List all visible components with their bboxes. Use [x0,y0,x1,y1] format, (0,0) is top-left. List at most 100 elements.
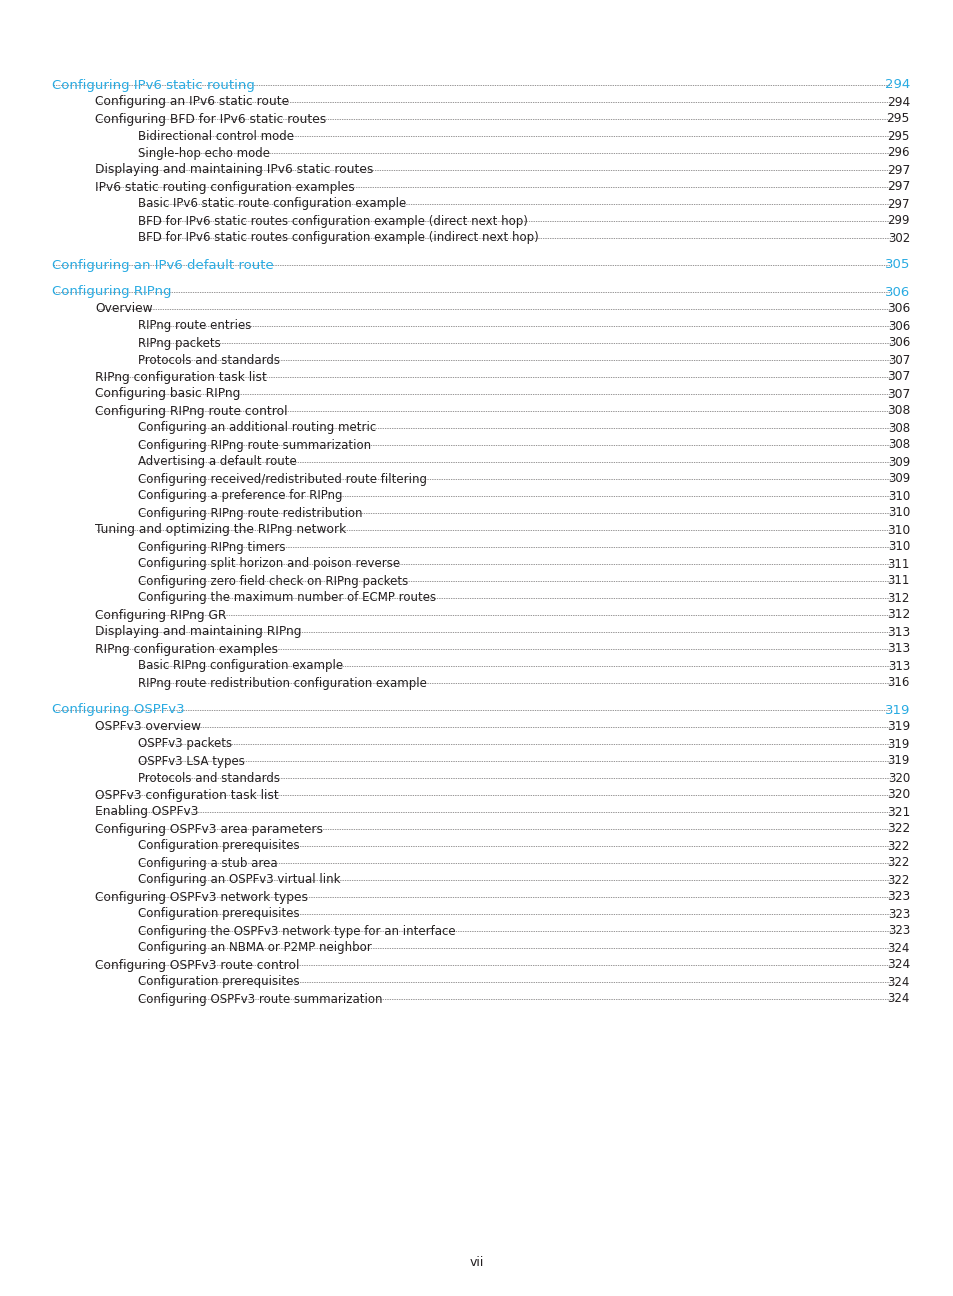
Text: 323: 323 [886,890,909,903]
Text: IPv6 static routing configuration examples: IPv6 static routing configuration exampl… [95,180,355,193]
Text: Configuring OSPFv3 area parameters: Configuring OSPFv3 area parameters [95,823,323,836]
Text: Configuring OSPFv3 route control: Configuring OSPFv3 route control [95,959,299,972]
Text: 320: 320 [886,788,909,801]
Text: 302: 302 [887,232,909,245]
Text: 322: 322 [886,857,909,870]
Text: Advertising a default route: Advertising a default route [138,455,296,468]
Text: vii: vii [469,1256,484,1269]
Text: 310: 310 [887,540,909,553]
Text: Configuring OSPFv3 route summarization: Configuring OSPFv3 route summarization [138,993,382,1006]
Text: Basic RIPng configuration example: Basic RIPng configuration example [138,660,343,673]
Text: Configuring received/redistributed route filtering: Configuring received/redistributed route… [138,473,427,486]
Text: 297: 297 [886,197,909,210]
Text: 311: 311 [886,574,909,587]
Text: 309: 309 [887,473,909,486]
Text: Tuning and optimizing the RIPng network: Tuning and optimizing the RIPng network [95,524,346,537]
Text: Configuring an IPv6 default route: Configuring an IPv6 default route [52,258,274,271]
Text: 306: 306 [887,337,909,350]
Text: 306: 306 [883,285,909,298]
Text: Protocols and standards: Protocols and standards [138,354,280,367]
Text: Configuration prerequisites: Configuration prerequisites [138,976,299,989]
Text: Configuring OSPFv3 network types: Configuring OSPFv3 network types [95,890,308,903]
Text: RIPng route entries: RIPng route entries [138,320,251,333]
Text: 320: 320 [887,771,909,784]
Text: Configuring a preference for RIPng: Configuring a preference for RIPng [138,490,342,503]
Text: Configuring zero field check on RIPng packets: Configuring zero field check on RIPng pa… [138,574,408,587]
Text: Bidirectional control mode: Bidirectional control mode [138,130,294,143]
Text: RIPng configuration examples: RIPng configuration examples [95,643,277,656]
Text: 294: 294 [886,96,909,109]
Text: Configuring the OSPFv3 network type for an interface: Configuring the OSPFv3 network type for … [138,924,456,937]
Text: 310: 310 [886,524,909,537]
Text: RIPng configuration task list: RIPng configuration task list [95,371,267,384]
Text: OSPFv3 configuration task list: OSPFv3 configuration task list [95,788,278,801]
Text: Configuring split horizon and poison reverse: Configuring split horizon and poison rev… [138,557,399,570]
Text: OSPFv3 overview: OSPFv3 overview [95,721,201,734]
Text: Configuring RIPng timers: Configuring RIPng timers [138,540,285,553]
Text: Configuring an NBMA or P2MP neighbor: Configuring an NBMA or P2MP neighbor [138,941,372,954]
Text: 319: 319 [886,754,909,767]
Text: 324: 324 [886,993,909,1006]
Text: 322: 322 [886,823,909,836]
Text: Basic IPv6 static route configuration example: Basic IPv6 static route configuration ex… [138,197,406,210]
Text: 297: 297 [886,180,909,193]
Text: 310: 310 [887,507,909,520]
Text: OSPFv3 LSA types: OSPFv3 LSA types [138,754,245,767]
Text: 308: 308 [887,438,909,451]
Text: Protocols and standards: Protocols and standards [138,771,280,784]
Text: Configuring RIPng GR: Configuring RIPng GR [95,609,226,622]
Text: Displaying and maintaining RIPng: Displaying and maintaining RIPng [95,626,301,639]
Text: 308: 308 [885,404,909,417]
Text: 319: 319 [883,704,909,717]
Text: 313: 313 [887,660,909,673]
Text: 319: 319 [886,737,909,750]
Text: 324: 324 [886,959,909,972]
Text: Configuring OSPFv3: Configuring OSPFv3 [52,704,185,717]
Text: 323: 323 [887,924,909,937]
Text: RIPng route redistribution configuration example: RIPng route redistribution configuration… [138,677,426,689]
Text: RIPng packets: RIPng packets [138,337,220,350]
Text: Configuring an OSPFv3 virtual link: Configuring an OSPFv3 virtual link [138,874,340,886]
Text: 316: 316 [886,677,909,689]
Text: 324: 324 [886,941,909,954]
Text: 321: 321 [886,806,909,819]
Text: 297: 297 [886,163,909,176]
Text: 323: 323 [887,907,909,920]
Text: 307: 307 [886,388,909,400]
Text: 324: 324 [886,976,909,989]
Text: Configuring a stub area: Configuring a stub area [138,857,277,870]
Text: 299: 299 [886,215,909,228]
Text: Configuring RIPng route redistribution: Configuring RIPng route redistribution [138,507,362,520]
Text: 296: 296 [886,146,909,159]
Text: Configuring RIPng: Configuring RIPng [52,285,172,298]
Text: 313: 313 [886,643,909,656]
Text: 322: 322 [886,840,909,853]
Text: Overview: Overview [95,302,152,315]
Text: 307: 307 [886,371,909,384]
Text: 307: 307 [887,354,909,367]
Text: 305: 305 [883,258,909,271]
Text: Configuring BFD for IPv6 static routes: Configuring BFD for IPv6 static routes [95,113,326,126]
Text: Configuration prerequisites: Configuration prerequisites [138,840,299,853]
Text: OSPFv3 packets: OSPFv3 packets [138,737,232,750]
Text: Configuring RIPng route control: Configuring RIPng route control [95,404,287,417]
Text: 322: 322 [886,874,909,886]
Text: 295: 295 [885,113,909,126]
Text: Configuring basic RIPng: Configuring basic RIPng [95,388,240,400]
Text: Configuring IPv6 static routing: Configuring IPv6 static routing [52,79,254,92]
Text: BFD for IPv6 static routes configuration example (direct next hop): BFD for IPv6 static routes configuration… [138,215,527,228]
Text: 313: 313 [886,626,909,639]
Text: 294: 294 [883,79,909,92]
Text: 311: 311 [886,557,909,570]
Text: 312: 312 [886,591,909,604]
Text: Configuring the maximum number of ECMP routes: Configuring the maximum number of ECMP r… [138,591,436,604]
Text: Configuring an additional routing metric: Configuring an additional routing metric [138,421,375,434]
Text: 306: 306 [886,302,909,315]
Text: 306: 306 [887,320,909,333]
Text: Displaying and maintaining IPv6 static routes: Displaying and maintaining IPv6 static r… [95,163,373,176]
Text: 312: 312 [886,609,909,622]
Text: Configuring an IPv6 static route: Configuring an IPv6 static route [95,96,289,109]
Text: BFD for IPv6 static routes configuration example (indirect next hop): BFD for IPv6 static routes configuration… [138,232,538,245]
Text: Configuring RIPng route summarization: Configuring RIPng route summarization [138,438,371,451]
Text: 308: 308 [887,421,909,434]
